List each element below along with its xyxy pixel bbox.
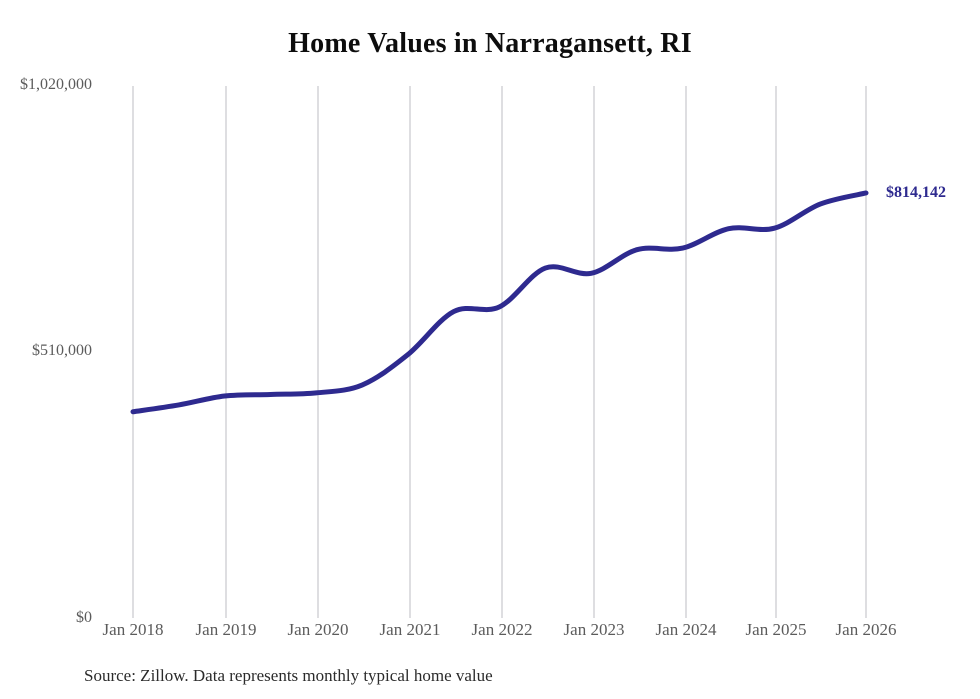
chart-title: Home Values in Narragansett, RI: [288, 28, 692, 59]
endpoint-value-label: $814,142: [886, 183, 946, 201]
home-value-line-series: [130, 190, 869, 415]
x-axis-tick-label-jan-2026: Jan 2026: [835, 620, 897, 639]
x-axis-tick-label-jan-2023: Jan 2023: [563, 620, 625, 639]
x-axis-tick-label-jan-2022: Jan 2022: [471, 620, 533, 639]
x-axis-tick-label-jan-2019: Jan 2019: [195, 620, 257, 639]
y-axis-tick-label-top: $1,020,000: [20, 76, 92, 93]
x-axis-tick-label-jan-2018: Jan 2018: [102, 620, 164, 639]
x-axis-tick-label-jan-2024: Jan 2024: [655, 620, 717, 639]
x-axis-tick-label-jan-2025: Jan 2025: [745, 620, 807, 639]
x-axis-tick-label-jan-2021: Jan 2021: [379, 620, 441, 639]
gridlines-vertical: [132, 86, 867, 618]
y-axis-tick-label-bottom: $0: [76, 609, 92, 626]
source-note: Source: Zillow. Data represents monthly …: [84, 666, 493, 685]
x-axis-tick-label-jan-2020: Jan 2020: [287, 620, 349, 639]
y-axis-tick-label-middle: $510,000: [32, 342, 92, 359]
